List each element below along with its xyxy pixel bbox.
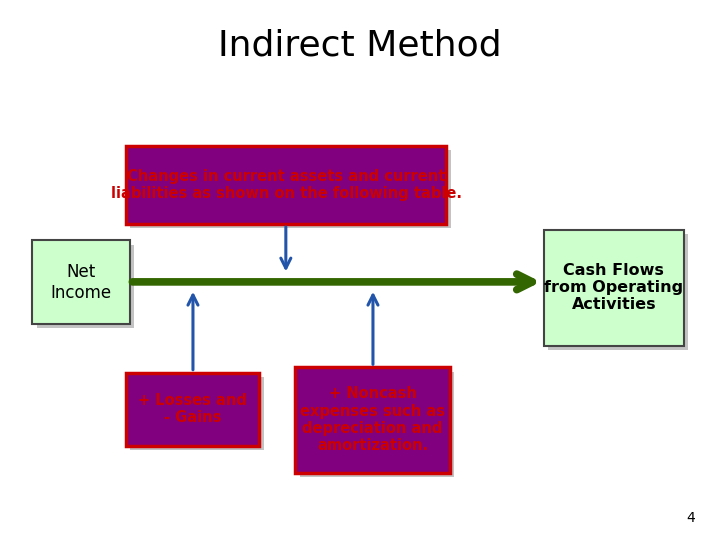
FancyBboxPatch shape [37, 245, 134, 328]
FancyBboxPatch shape [548, 234, 688, 350]
Text: + Losses and
- Gains: + Losses and - Gains [138, 393, 247, 426]
Text: Net
Income: Net Income [50, 263, 112, 301]
FancyBboxPatch shape [126, 373, 259, 446]
Text: Indirect Method: Indirect Method [218, 29, 502, 63]
FancyBboxPatch shape [126, 146, 446, 224]
FancyBboxPatch shape [130, 377, 264, 450]
FancyBboxPatch shape [544, 230, 684, 346]
FancyBboxPatch shape [300, 372, 454, 477]
FancyBboxPatch shape [32, 240, 130, 324]
Text: 4: 4 [686, 511, 695, 525]
Text: + Noncash
expenses such as
depreciation and
amortization.: + Noncash expenses such as depreciation … [300, 386, 445, 454]
FancyBboxPatch shape [295, 367, 450, 472]
FancyBboxPatch shape [130, 150, 451, 228]
Text: Cash Flows
from Operating
Activities: Cash Flows from Operating Activities [544, 262, 683, 313]
Text: Changes in current assets and current
liabilities as shown on the following tabl: Changes in current assets and current li… [111, 168, 462, 201]
